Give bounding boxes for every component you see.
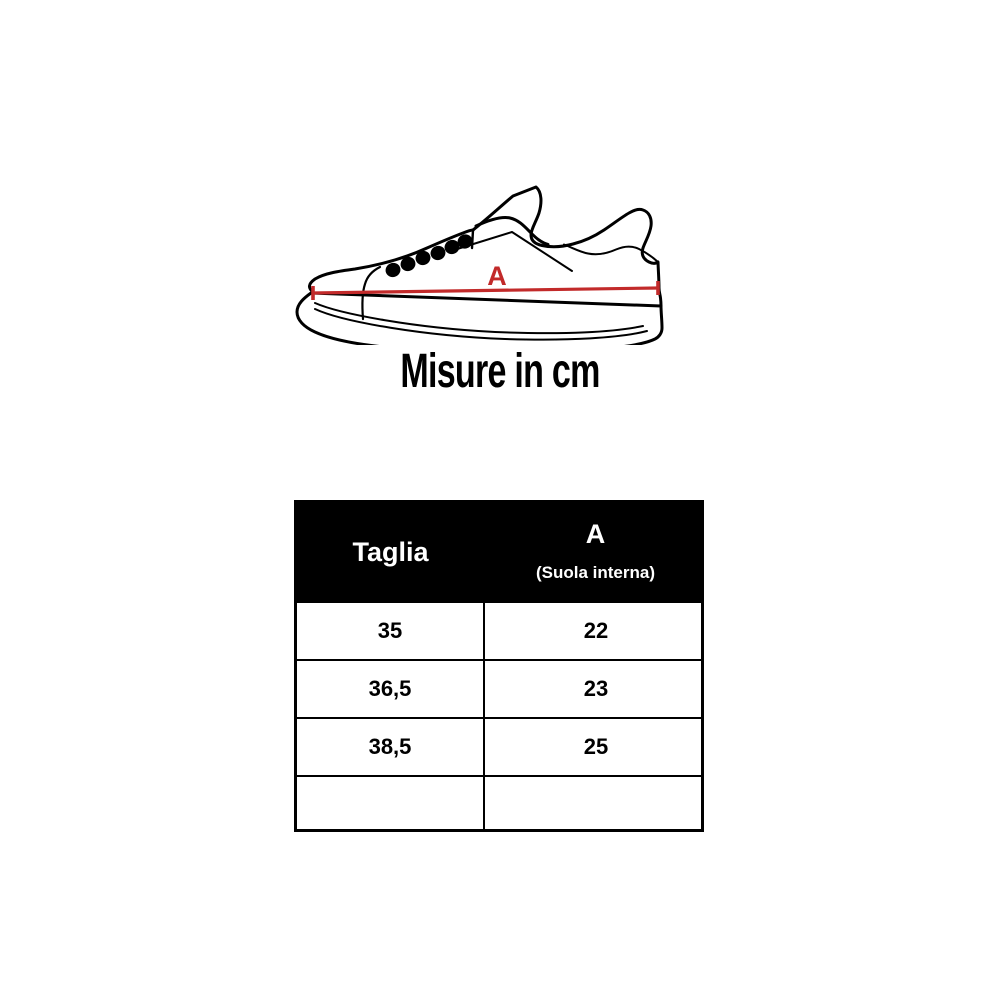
svg-text:A: A: [487, 261, 507, 291]
